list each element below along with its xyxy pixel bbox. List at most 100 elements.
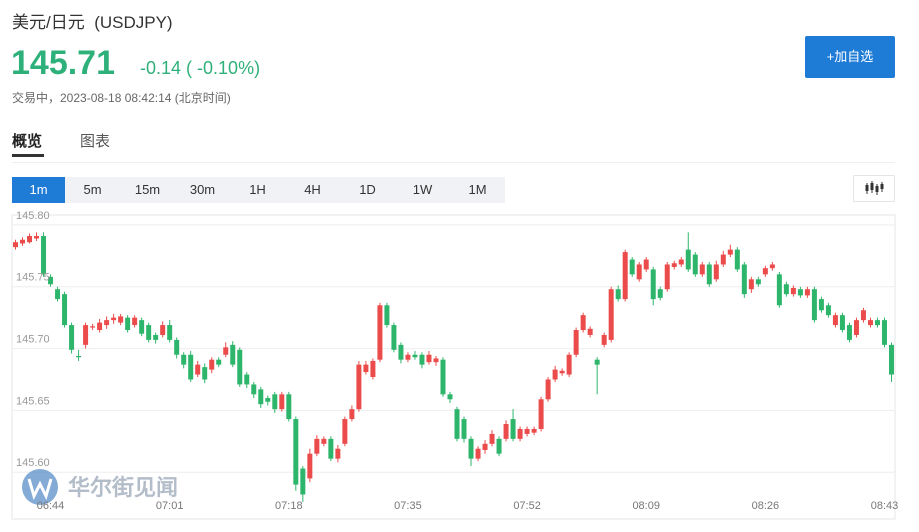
chart-type-button[interactable] bbox=[853, 175, 895, 202]
candle-body bbox=[440, 359, 446, 395]
candle-body bbox=[874, 320, 880, 326]
tab[interactable]: 概览 bbox=[12, 133, 43, 150]
candle-body bbox=[489, 433, 495, 444]
candle-body bbox=[461, 419, 467, 439]
x-tick-label: 07:18 bbox=[275, 500, 303, 512]
period-button[interactable]: 1W bbox=[412, 182, 433, 197]
add-watchlist-button[interactable]: +加自选 bbox=[805, 36, 895, 78]
candle-body bbox=[321, 438, 327, 444]
candle-body bbox=[48, 276, 54, 285]
period-button[interactable]: 30m bbox=[189, 182, 216, 197]
period-button[interactable]: 1H bbox=[249, 182, 266, 197]
candle-body bbox=[776, 274, 782, 306]
candle-body bbox=[426, 354, 432, 363]
candle-body bbox=[13, 242, 19, 248]
candle-body bbox=[202, 367, 208, 380]
change-percent: ( -0.10%) bbox=[186, 58, 261, 78]
candle-body bbox=[748, 279, 754, 290]
candle-body bbox=[76, 355, 82, 358]
candle-body bbox=[349, 409, 355, 420]
x-tick-label: 06:44 bbox=[37, 500, 65, 512]
candle-body bbox=[314, 438, 320, 454]
candle-body bbox=[608, 289, 614, 340]
change-value: -0.14 bbox=[140, 58, 182, 78]
candle-body bbox=[377, 305, 383, 360]
candle-body bbox=[622, 252, 628, 300]
candle-body bbox=[804, 289, 810, 296]
candle-body bbox=[468, 438, 474, 459]
tab[interactable]: 图表 bbox=[80, 133, 111, 150]
candle-body bbox=[398, 344, 404, 360]
candle-body bbox=[811, 289, 817, 321]
candle-body bbox=[209, 359, 215, 370]
candle-body bbox=[153, 334, 159, 340]
candle-body bbox=[790, 287, 796, 295]
period-button[interactable]: 1m bbox=[12, 177, 65, 203]
x-tick-label: 07:01 bbox=[156, 500, 184, 512]
candle-body bbox=[839, 315, 845, 331]
candle-body bbox=[160, 325, 166, 335]
candle-body bbox=[594, 359, 600, 365]
title: 美元/日元 (USDJPY) bbox=[12, 8, 173, 33]
separator bbox=[12, 162, 895, 163]
period-button[interactable]: 15m bbox=[134, 182, 161, 197]
period-button[interactable]: 4H bbox=[304, 182, 321, 197]
candle-body bbox=[244, 374, 250, 385]
candle-body bbox=[272, 394, 278, 410]
x-tick-label: 07:35 bbox=[394, 500, 422, 512]
candle-body bbox=[258, 389, 264, 405]
candle-body bbox=[132, 317, 138, 326]
candle-body bbox=[265, 398, 271, 402]
candle-body bbox=[720, 254, 726, 265]
candle-body bbox=[524, 428, 530, 434]
period-button[interactable]: 1D bbox=[359, 182, 376, 197]
candle-body bbox=[328, 438, 334, 459]
candle-body bbox=[335, 448, 341, 459]
candle-body bbox=[454, 409, 460, 439]
candle-body bbox=[566, 354, 572, 375]
y-tick-label: 145.80 bbox=[16, 210, 50, 222]
candle-body bbox=[825, 305, 831, 316]
candle-body bbox=[97, 322, 103, 331]
period-bar: 1m 5m 15m 30m 1H 4H 1D 1W 1M bbox=[12, 177, 505, 203]
candle-body bbox=[27, 236, 33, 243]
period-button[interactable]: 5m bbox=[83, 182, 102, 197]
candle-body bbox=[83, 325, 89, 345]
candle-body bbox=[41, 236, 47, 275]
x-tick-label: 08:26 bbox=[752, 500, 780, 512]
candle-body bbox=[216, 359, 222, 365]
candle-body bbox=[615, 289, 621, 300]
x-tick-label: 07:52 bbox=[513, 500, 541, 512]
candle-body bbox=[62, 294, 68, 326]
candle-body bbox=[370, 360, 376, 378]
candle-body bbox=[706, 264, 712, 285]
candle-body bbox=[34, 236, 40, 239]
candle-body bbox=[55, 289, 61, 300]
candle-body bbox=[881, 320, 887, 345]
candle-body bbox=[580, 315, 586, 331]
pair-code: (USDJPY) bbox=[94, 13, 173, 32]
candle-body bbox=[783, 284, 789, 295]
candle-body bbox=[167, 325, 173, 340]
price: 145.71 bbox=[11, 44, 115, 82]
watermark: 华尔街见闻 bbox=[22, 469, 178, 505]
candle-body bbox=[195, 364, 201, 375]
status: 交易中，2023-08-18 08:42:14 (北京时间) bbox=[12, 91, 231, 105]
candle-body bbox=[552, 369, 558, 380]
candle-body bbox=[650, 269, 656, 300]
candle-body bbox=[629, 259, 635, 275]
candle-body bbox=[412, 354, 418, 358]
candle-body bbox=[503, 424, 509, 439]
candle-body bbox=[20, 239, 26, 244]
period-button[interactable]: 1M bbox=[468, 182, 487, 197]
candle-body bbox=[699, 264, 705, 275]
candle-body bbox=[111, 317, 117, 321]
candle-body bbox=[146, 325, 152, 340]
candle-body bbox=[342, 419, 348, 444]
candle-body bbox=[433, 358, 439, 363]
candle-body bbox=[517, 428, 523, 439]
y-tick-label: 145.70 bbox=[16, 334, 50, 346]
candle-body bbox=[727, 249, 733, 255]
pair-name: 美元/日元 bbox=[12, 13, 85, 32]
